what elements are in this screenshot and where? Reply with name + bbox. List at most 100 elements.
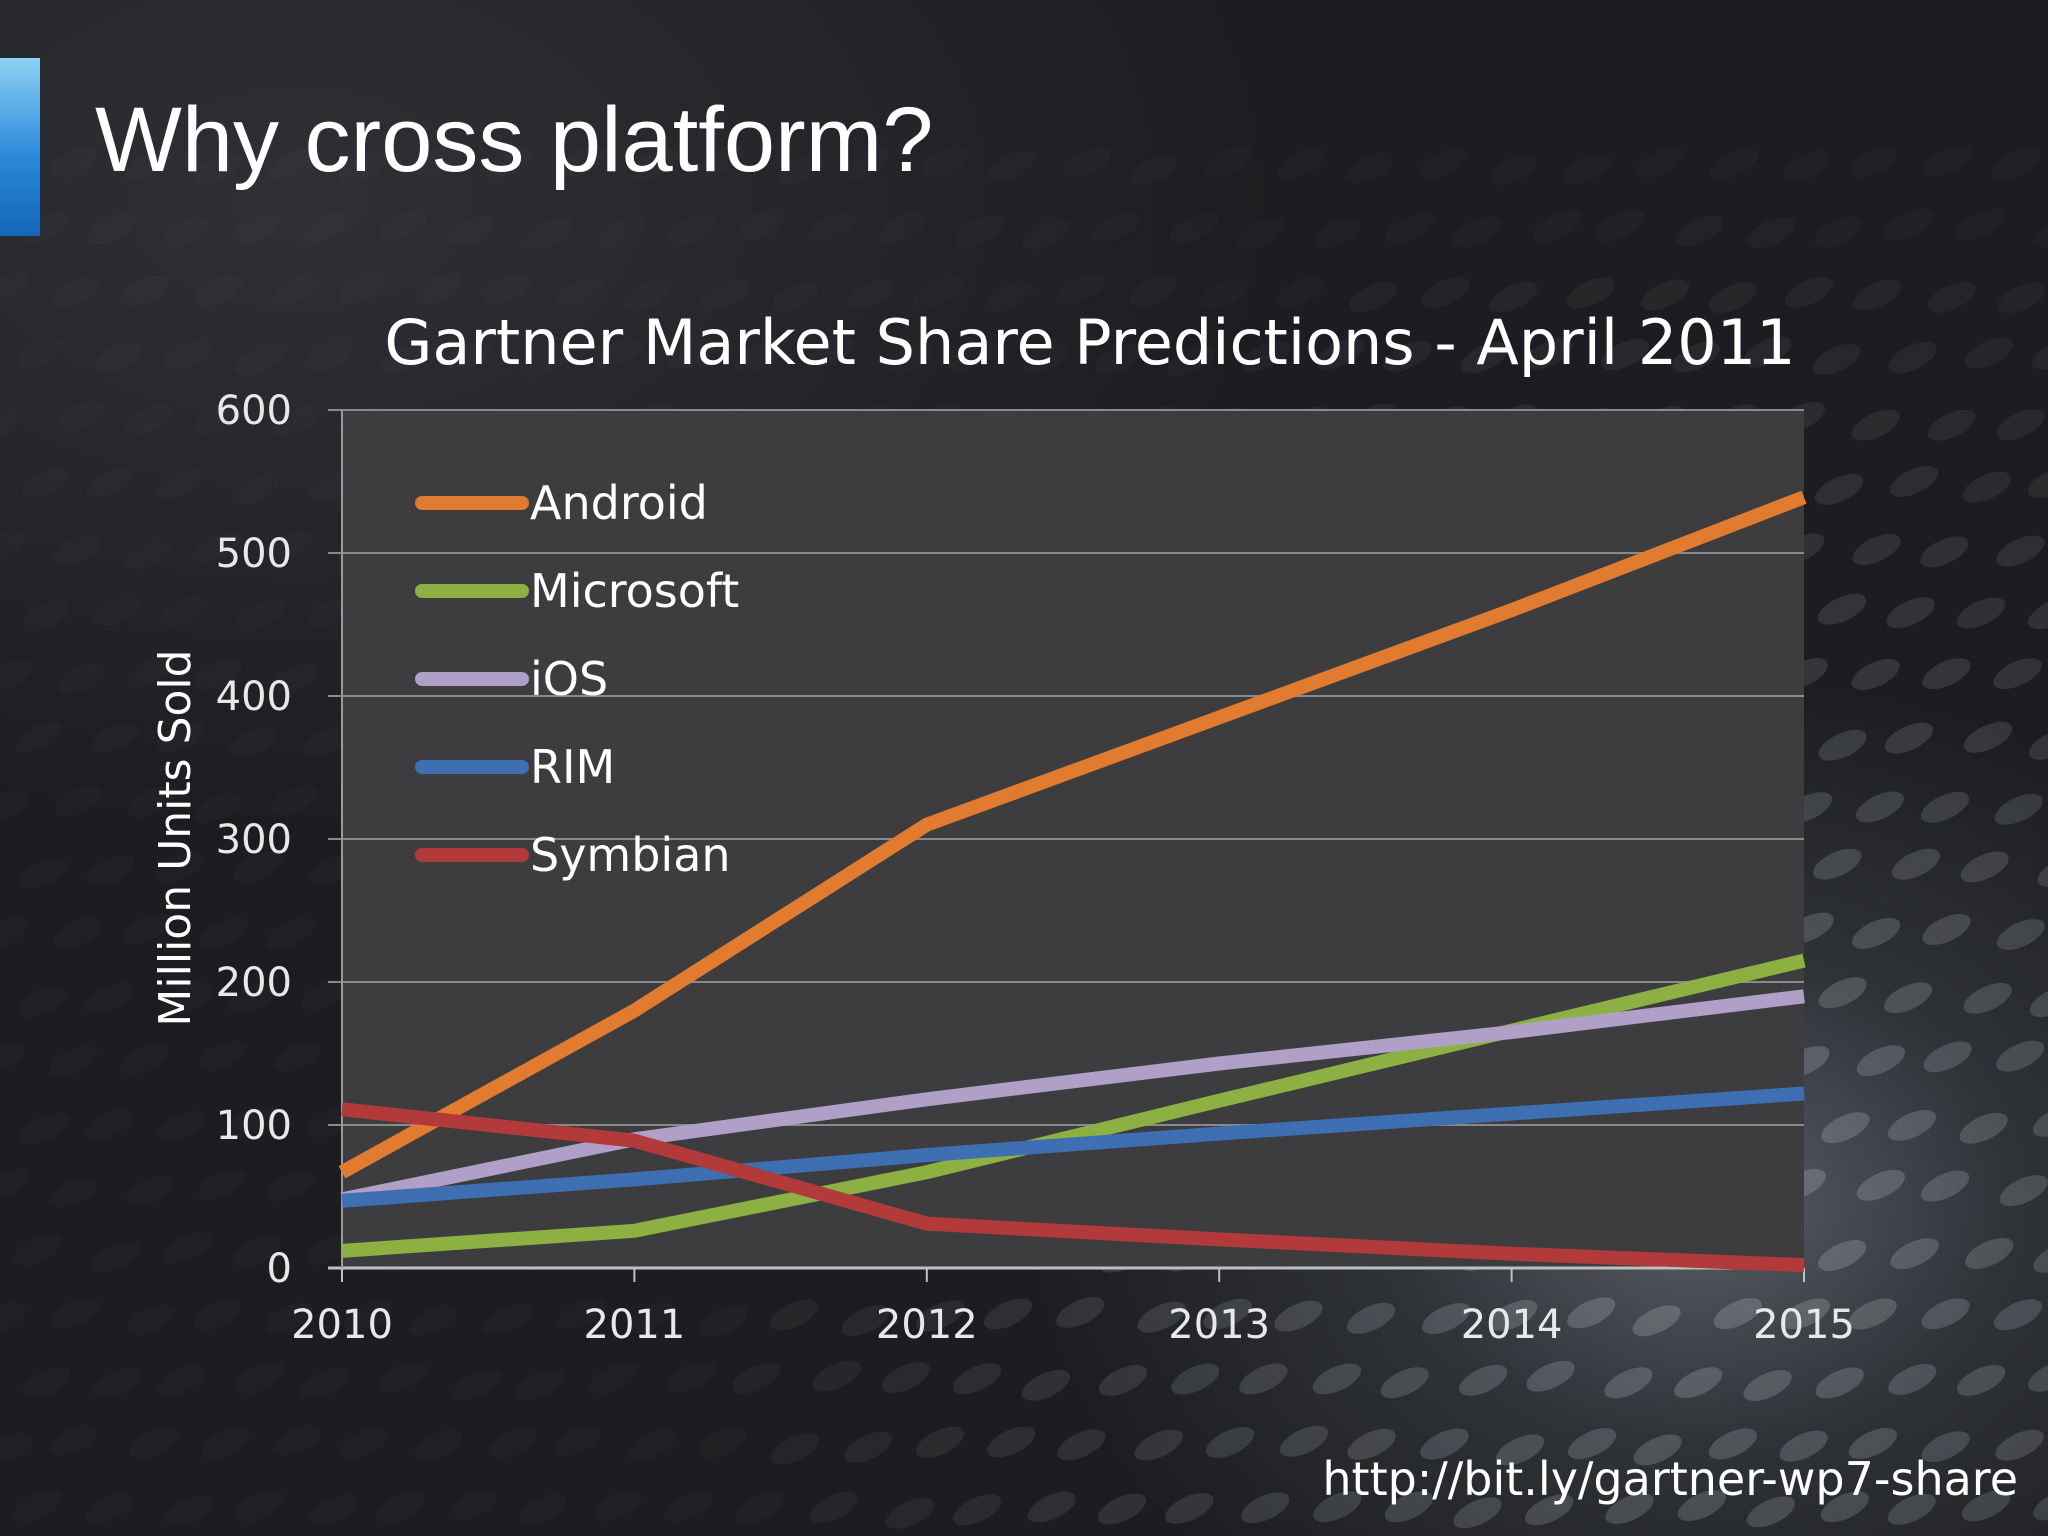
texture-dot	[1996, 535, 2045, 567]
texture-dot	[2028, 466, 2048, 498]
texture-dot	[1421, 1303, 1471, 1335]
x-tick-labels: 2010 2011 2012 2013 2014 2015	[291, 1302, 1855, 1348]
texture-dot	[1137, 1301, 1186, 1333]
texture-dot	[1241, 1492, 1290, 1524]
texture-dot	[1383, 340, 1432, 372]
series-line-rim	[341, 1086, 1805, 1208]
texture-dot	[813, 1360, 862, 1392]
texture-dot	[916, 1300, 965, 1332]
texture-dot	[1496, 1434, 1545, 1466]
texture-dot	[1923, 1041, 1972, 1073]
texture-dot	[1600, 339, 1649, 370]
y-tick-label: 400	[216, 674, 292, 720]
series-lines	[338, 490, 1807, 1273]
texture-dot	[1999, 1175, 2048, 1207]
texture-dot	[1640, 279, 1690, 311]
texture-dot	[881, 1362, 930, 1393]
texture-dot	[1279, 1425, 1329, 1457]
texture-dot	[1633, 1434, 1682, 1466]
axes	[341, 410, 1805, 1282]
texture-dot	[1888, 342, 1937, 373]
texture-dot	[1921, 1298, 1970, 1330]
series-line-symbian	[341, 1102, 1805, 1273]
texture-dot	[1888, 1364, 1937, 1395]
texture-dot	[983, 1298, 1033, 1330]
texture-dot	[1420, 1428, 1469, 1460]
texture-dot	[1883, 982, 1933, 1014]
texture-dot	[1276, 276, 1325, 308]
texture-dot	[1997, 282, 2046, 314]
texture-dot	[1852, 534, 1901, 565]
texture-dot	[1489, 1300, 1538, 1331]
texture-dot	[2028, 1360, 2048, 1392]
texture-dot	[1920, 791, 1970, 823]
texture-dot	[1891, 848, 1941, 880]
y-tick-label: 300	[216, 817, 292, 863]
x-tick-label: 2012	[876, 1302, 978, 1348]
texture-dot	[1820, 1491, 1869, 1523]
texture-dot	[1027, 1491, 1076, 1523]
texture-dot	[1384, 1491, 1433, 1523]
texture-dot	[1674, 1367, 1723, 1399]
gridlines	[328, 409, 1804, 1270]
legend-label-rim: RIM	[530, 740, 615, 794]
x-tick-label: 2014	[1461, 1302, 1563, 1348]
texture-dot	[1596, 210, 1645, 242]
texture-dot	[1056, 1296, 1105, 1328]
texture-dot	[1779, 1430, 1828, 1462]
texture-dot	[1532, 211, 1582, 243]
texture-dot	[1524, 338, 1573, 370]
texture-dot	[1921, 1431, 1970, 1463]
texture-dot	[1995, 1429, 2044, 1461]
texture-dot	[2033, 1241, 2048, 1273]
texture-dot	[1098, 1365, 1148, 1396]
texture-dot	[1818, 593, 1867, 625]
texture-dot	[1674, 215, 1724, 247]
texture-dot	[1957, 1364, 2006, 1396]
texture-dot	[1566, 277, 1615, 309]
texture-dot	[2031, 338, 2048, 370]
texture-dot	[1349, 281, 1398, 313]
texture-dot	[1851, 409, 1900, 441]
texture-dot	[1960, 851, 2009, 883]
source-link[interactable]: http://bit.ly/gartner-wp7-share	[1322, 1452, 2018, 1506]
series-line-android	[338, 490, 1807, 1179]
texture-dot	[987, 1426, 1036, 1458]
texture-dot	[1604, 1367, 1653, 1399]
texture-dot	[1171, 1363, 1220, 1395]
texture-dot	[770, 1433, 819, 1465]
texture-dot	[1165, 1492, 1214, 1524]
texture-dot	[1813, 848, 1862, 880]
title-accent-bar	[0, 58, 40, 236]
texture-dot	[1489, 281, 1538, 313]
texture-dot	[1852, 917, 1901, 949]
texture-dot	[1920, 536, 1969, 568]
texture-dot	[1887, 1109, 1937, 1141]
texture-dot	[1818, 977, 1867, 1009]
texture-dot	[1346, 1302, 1396, 1334]
texture-dot	[1313, 1491, 1362, 1523]
texture-dot	[1922, 658, 1971, 690]
texture-dot	[1746, 1496, 1796, 1528]
texture-dot	[1812, 343, 1861, 375]
texture-dot	[1134, 1429, 1183, 1461]
texture-dot	[1959, 1112, 2008, 1144]
texture-dot	[1963, 982, 2012, 1014]
texture-dot	[735, 1492, 784, 1524]
texture-dot	[1453, 1497, 1502, 1529]
texture-dot	[1021, 1369, 1070, 1401]
texture-dot	[1996, 1040, 2045, 1072]
texture-dot	[1996, 409, 2045, 441]
slide-title: Why cross platform?	[95, 89, 934, 191]
texture-dot	[1421, 276, 1470, 308]
y-tick-labels: 0 100 200 300 400 500 600	[216, 388, 292, 1292]
texture-dot	[952, 1363, 1002, 1395]
series-line-microsoft	[341, 953, 1806, 1258]
texture-dot	[1743, 336, 1792, 368]
texture-dot	[1671, 341, 1721, 373]
y-tick-label: 200	[216, 960, 292, 1006]
texture-dot	[1166, 345, 1216, 377]
texture-dot	[699, 1305, 748, 1337]
